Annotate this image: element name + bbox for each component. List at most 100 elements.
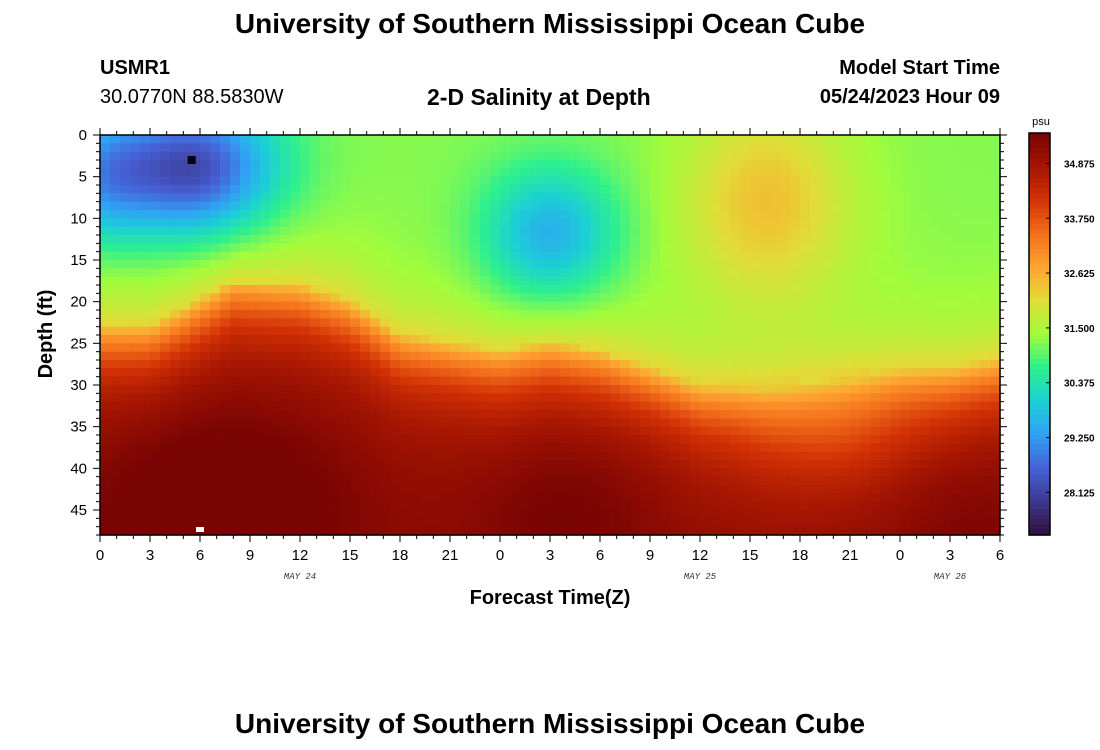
heatmap-cell	[130, 235, 141, 244]
heatmap-cell	[550, 243, 561, 253]
heatmap-cell	[570, 268, 581, 278]
heatmap-cell	[500, 385, 511, 394]
heatmap-cell	[200, 518, 211, 528]
heatmap-cell	[420, 410, 431, 419]
heatmap-cell	[660, 468, 671, 478]
heatmap-cell	[100, 268, 111, 278]
heatmap-cell	[610, 293, 621, 303]
heatmap-cell	[120, 360, 131, 369]
heatmap-cell	[110, 243, 121, 253]
heatmap-cell	[650, 268, 661, 278]
heatmap-cell	[740, 268, 751, 278]
heatmap-cell	[490, 335, 501, 344]
heatmap-cell	[170, 160, 181, 169]
heatmap-cell	[520, 501, 531, 511]
heatmap-cell	[930, 160, 941, 169]
heatmap-cell	[120, 401, 131, 411]
heatmap-cell	[130, 526, 141, 536]
heatmap-cell	[910, 418, 921, 428]
heatmap-cell	[700, 193, 711, 203]
heatmap-cell	[450, 485, 461, 494]
heatmap-cell	[630, 501, 641, 511]
heatmap-cell	[680, 201, 691, 211]
heatmap-cell	[380, 251, 391, 261]
heatmap-cell	[190, 160, 201, 169]
heatmap-cell	[640, 418, 651, 428]
heatmap-cell	[400, 168, 411, 178]
heatmap-cell	[220, 435, 231, 444]
heatmap-cell	[150, 268, 161, 278]
heatmap-cell	[140, 276, 151, 286]
heatmap-cell	[100, 326, 111, 336]
heatmap-cell	[690, 218, 701, 228]
heatmap-cell	[810, 193, 821, 203]
heatmap-cell	[930, 185, 941, 194]
heatmap-cell	[270, 410, 281, 419]
heatmap-cell	[170, 193, 181, 203]
heatmap-cell	[170, 460, 181, 469]
heatmap-cell	[590, 526, 601, 536]
heatmap-cell	[650, 218, 661, 228]
heatmap-cell	[850, 326, 861, 336]
heatmap-cell	[110, 460, 121, 469]
heatmap-cell	[970, 268, 981, 278]
heatmap-cell	[170, 426, 181, 436]
heatmap-cell	[190, 426, 201, 436]
heatmap-cell	[660, 376, 671, 386]
heatmap-cell	[290, 176, 301, 186]
heatmap-cell	[630, 143, 641, 153]
heatmap-cell	[480, 460, 491, 469]
heatmap-cell	[240, 226, 251, 236]
colorbar-tick-label: 28.125	[1064, 488, 1095, 499]
heatmap-cell	[670, 218, 681, 228]
heatmap-cell	[800, 485, 811, 494]
heatmap-cell	[220, 310, 231, 319]
heatmap-cell	[590, 485, 601, 494]
heatmap-cell	[540, 301, 551, 311]
heatmap-cell	[890, 451, 901, 461]
heatmap-cell	[950, 135, 961, 144]
heatmap-cell	[240, 360, 251, 369]
heatmap-cell	[620, 526, 631, 536]
heatmap-cell	[260, 193, 271, 203]
heatmap-cell	[450, 468, 461, 478]
heatmap-cell	[790, 360, 801, 369]
heatmap-cell	[760, 360, 771, 369]
heatmap-cell	[260, 418, 271, 428]
heatmap-cell	[470, 510, 481, 519]
heatmap-cell	[890, 501, 901, 511]
heatmap-cell	[140, 343, 151, 353]
heatmap-cell	[330, 435, 341, 444]
heatmap-cell	[850, 518, 861, 528]
heatmap-cell	[600, 143, 611, 153]
heatmap-cell	[960, 418, 971, 428]
heatmap-cell	[760, 510, 771, 519]
heatmap-cell	[460, 201, 471, 211]
heatmap-cell	[840, 326, 851, 336]
heatmap-cell	[810, 410, 821, 419]
heatmap-cell	[210, 343, 221, 353]
heatmap-cell	[340, 226, 351, 236]
heatmap-cell	[790, 293, 801, 303]
heatmap-cell	[330, 343, 341, 353]
heatmap-cell	[440, 468, 451, 478]
heatmap-cell	[380, 276, 391, 286]
heatmap-cell	[910, 343, 921, 353]
heatmap-cell	[450, 385, 461, 394]
heatmap-cell	[230, 143, 241, 153]
heatmap-cell	[430, 393, 441, 403]
heatmap-cell	[740, 168, 751, 178]
heatmap-cell	[280, 451, 291, 461]
heatmap-cell	[920, 460, 931, 469]
heatmap-cell	[480, 385, 491, 394]
heatmap-cell	[480, 393, 491, 403]
heatmap-cell	[560, 460, 571, 469]
heatmap-cell	[900, 518, 911, 528]
heatmap-cell	[730, 368, 741, 378]
heatmap-cell	[560, 476, 571, 486]
heatmap-cell	[410, 343, 421, 353]
heatmap-cell	[760, 493, 771, 503]
heatmap-cell	[650, 235, 661, 244]
heatmap-cell	[400, 435, 411, 444]
heatmap-cell	[610, 435, 621, 444]
